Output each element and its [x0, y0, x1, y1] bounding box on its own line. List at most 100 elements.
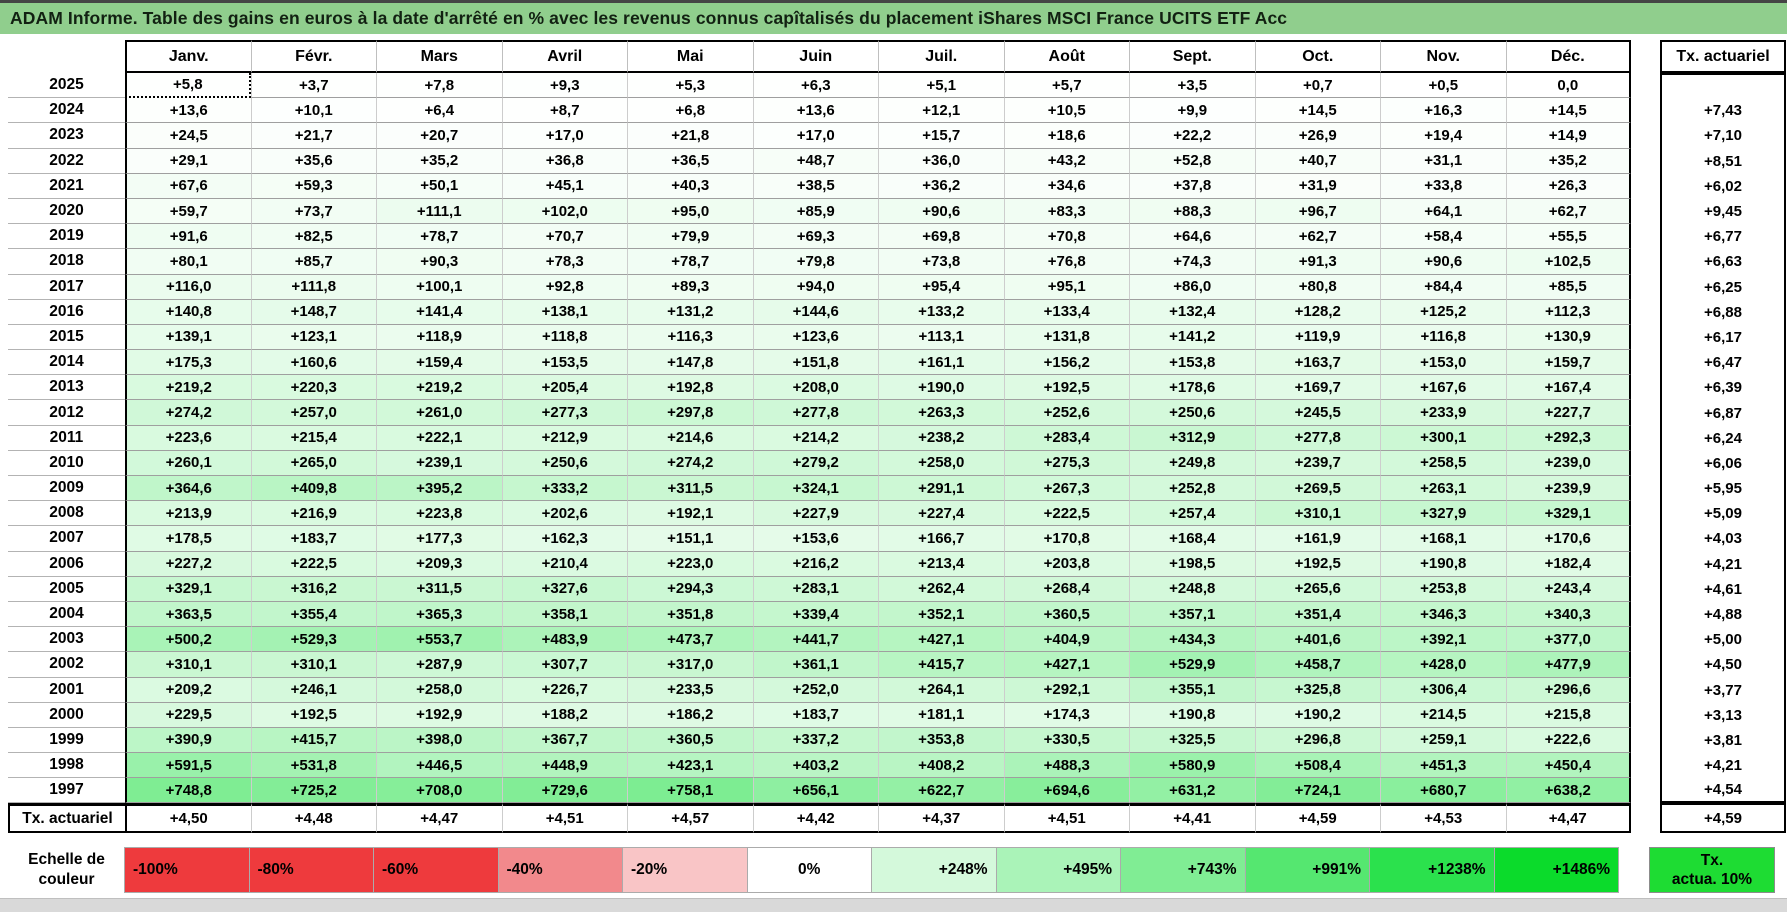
gain-cell[interactable]: +91,3 — [1254, 249, 1380, 275]
gain-cell[interactable]: +300,1 — [1380, 425, 1506, 451]
gain-cell[interactable]: +168,1 — [1380, 526, 1506, 552]
gain-cell[interactable]: +141,4 — [376, 299, 502, 325]
gain-cell[interactable]: +209,2 — [125, 677, 251, 703]
gain-cell[interactable]: +260,1 — [125, 450, 251, 476]
gain-cell[interactable]: +638,2 — [1505, 778, 1631, 804]
gain-cell[interactable]: +222,5 — [1003, 501, 1129, 527]
gain-cell[interactable]: +265,0 — [250, 450, 376, 476]
gain-cell[interactable]: +192,5 — [250, 702, 376, 728]
year-label-2005[interactable]: 2005 — [8, 576, 125, 602]
year-label-2014[interactable]: 2014 — [8, 350, 125, 376]
gain-cell[interactable]: +427,1 — [1003, 652, 1129, 678]
gain-cell[interactable]: +131,8 — [1003, 324, 1129, 351]
tx-actuariel-cell[interactable]: +8,51 — [1660, 148, 1786, 174]
gain-cell[interactable]: +148,7 — [250, 299, 376, 325]
gain-cell[interactable]: +31,1 — [1380, 148, 1506, 174]
month-header-mars[interactable]: Mars — [376, 40, 502, 73]
tx-actuariel-cell[interactable]: +6,87 — [1660, 400, 1786, 426]
gain-cell[interactable]: +37,8 — [1129, 173, 1255, 199]
gain-cell[interactable]: +446,5 — [376, 753, 502, 779]
gain-cell[interactable]: +192,5 — [1003, 375, 1129, 401]
gain-cell[interactable]: +21,8 — [627, 123, 753, 149]
gain-cell[interactable]: +20,7 — [376, 123, 502, 149]
gain-cell[interactable]: +111,8 — [250, 274, 376, 300]
gain-cell[interactable]: +102,0 — [501, 198, 627, 225]
gain-cell[interactable]: +213,4 — [878, 551, 1004, 577]
gain-cell[interactable]: +177,3 — [376, 526, 502, 552]
gain-cell[interactable]: +208,0 — [752, 375, 878, 401]
year-label-2013[interactable]: 2013 — [8, 375, 125, 401]
gain-cell[interactable]: +174,3 — [1003, 702, 1129, 728]
scale-cell[interactable]: -60% — [373, 847, 499, 894]
gain-cell[interactable]: +96,7 — [1254, 198, 1380, 225]
gain-cell[interactable]: +151,8 — [752, 350, 878, 376]
gain-cell[interactable]: +275,3 — [1003, 450, 1129, 476]
gain-cell[interactable]: +215,8 — [1505, 702, 1631, 728]
gain-cell[interactable]: +415,7 — [250, 727, 376, 754]
tx-actuariel-cell[interactable]: +6,02 — [1660, 173, 1786, 199]
gain-cell[interactable]: +62,7 — [1505, 198, 1631, 225]
gain-cell[interactable]: +355,1 — [1129, 677, 1255, 703]
month-header-mai[interactable]: Mai — [627, 40, 753, 73]
gain-cell[interactable]: +258,0 — [878, 450, 1004, 476]
gain-cell[interactable]: +324,1 — [752, 476, 878, 502]
tx-actuariel-cell[interactable]: +4,61 — [1660, 576, 1786, 602]
tx-actuariel-cell[interactable]: +6,17 — [1660, 324, 1786, 351]
gain-cell[interactable]: +428,0 — [1380, 652, 1506, 678]
tx-actuariel-cell[interactable]: +6,63 — [1660, 249, 1786, 275]
tx-actuariel-cell[interactable]: +7,10 — [1660, 123, 1786, 149]
gain-cell[interactable]: +159,4 — [376, 350, 502, 376]
gain-cell[interactable]: +358,1 — [501, 601, 627, 628]
gain-cell[interactable]: +153,8 — [1129, 350, 1255, 376]
gain-cell[interactable]: +333,2 — [501, 476, 627, 502]
gain-cell[interactable]: +83,3 — [1003, 198, 1129, 225]
gain-cell[interactable]: +84,4 — [1380, 274, 1506, 300]
gain-cell[interactable]: +80,1 — [125, 249, 251, 275]
gain-cell[interactable]: +58,4 — [1380, 224, 1506, 250]
gain-cell[interactable]: +55,5 — [1505, 224, 1631, 250]
gain-cell[interactable]: +24,5 — [125, 123, 251, 149]
gain-cell[interactable]: +357,1 — [1129, 601, 1255, 628]
gain-cell[interactable]: +118,9 — [376, 324, 502, 351]
gain-cell[interactable]: +116,0 — [125, 274, 251, 300]
gain-cell[interactable]: +70,8 — [1003, 224, 1129, 250]
gain-cell[interactable]: +100,1 — [376, 274, 502, 300]
gain-cell[interactable]: +310,1 — [125, 652, 251, 678]
gain-cell[interactable]: +5,7 — [1003, 73, 1129, 99]
gain-cell[interactable]: +317,0 — [627, 652, 753, 678]
gain-cell[interactable]: +94,0 — [752, 274, 878, 300]
gain-cell[interactable]: +327,6 — [501, 576, 627, 602]
gain-cell[interactable]: +591,5 — [125, 753, 251, 779]
year-label-2004[interactable]: 2004 — [8, 601, 125, 628]
gain-cell[interactable]: +26,9 — [1254, 123, 1380, 149]
gain-cell[interactable]: +79,8 — [752, 249, 878, 275]
gain-cell[interactable]: +210,4 — [501, 551, 627, 577]
gain-cell[interactable]: +17,0 — [752, 123, 878, 149]
gain-cell[interactable]: +22,2 — [1129, 123, 1255, 149]
gain-cell[interactable]: +86,0 — [1129, 274, 1255, 300]
gain-cell[interactable]: +90,3 — [376, 249, 502, 275]
gain-cell[interactable]: +40,7 — [1254, 148, 1380, 174]
gain-cell[interactable]: +181,1 — [878, 702, 1004, 728]
gain-cell[interactable]: +35,6 — [250, 148, 376, 174]
gain-cell[interactable]: +14,5 — [1254, 98, 1380, 124]
gain-cell[interactable]: +35,2 — [376, 148, 502, 174]
gain-cell[interactable]: +267,3 — [1003, 476, 1129, 502]
gain-cell[interactable]: +38,5 — [752, 173, 878, 199]
gain-cell[interactable]: +277,8 — [752, 400, 878, 426]
tx-actuariel-cell[interactable]: +6,47 — [1660, 350, 1786, 376]
tx-actuariel-header[interactable]: Tx. actuariel — [1660, 40, 1786, 73]
gain-cell[interactable]: +310,1 — [1254, 501, 1380, 527]
gain-cell[interactable]: +483,9 — [501, 627, 627, 653]
gain-cell[interactable]: +175,3 — [125, 350, 251, 376]
gain-cell[interactable]: +392,1 — [1380, 627, 1506, 653]
gain-cell[interactable]: +95,0 — [627, 198, 753, 225]
tx-actuariel-cell[interactable]: +4,50 — [1660, 652, 1786, 678]
gain-cell[interactable]: +138,1 — [501, 299, 627, 325]
gain-cell[interactable]: +153,0 — [1380, 350, 1506, 376]
gain-cell[interactable]: +76,8 — [1003, 249, 1129, 275]
gain-cell[interactable]: +265,6 — [1254, 576, 1380, 602]
gain-cell[interactable]: +239,7 — [1254, 450, 1380, 476]
gain-cell[interactable]: +69,3 — [752, 224, 878, 250]
gain-cell[interactable]: +325,5 — [1129, 727, 1255, 754]
